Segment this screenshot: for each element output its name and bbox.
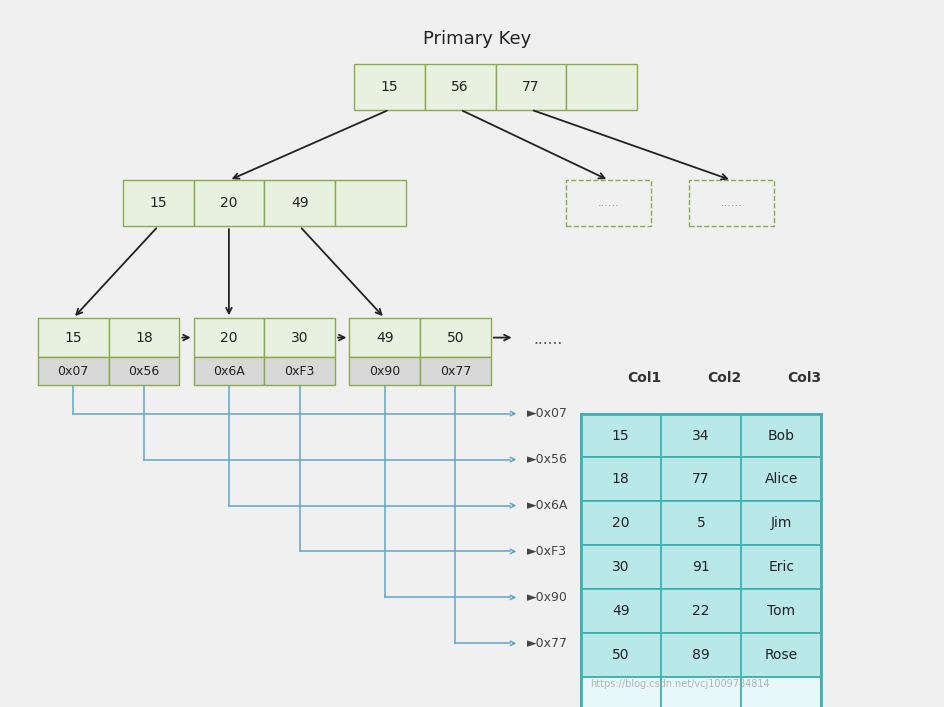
Text: 91: 91	[692, 560, 710, 574]
Text: 0x07: 0x07	[58, 365, 89, 378]
Bar	[581, 414, 821, 457]
Text: 0x90: 0x90	[369, 365, 400, 378]
Text: ►0x77: ►0x77	[527, 637, 567, 650]
Text: ►0xF3: ►0xF3	[527, 545, 566, 558]
Bar	[38, 318, 109, 357]
Text: 5: 5	[697, 516, 705, 530]
Bar	[496, 64, 566, 110]
Text: 0x56: 0x56	[128, 365, 160, 378]
Bar	[581, 414, 821, 707]
Bar	[264, 180, 335, 226]
Text: ►0x90: ►0x90	[527, 591, 567, 604]
Text: 30: 30	[612, 560, 630, 574]
Bar	[566, 64, 637, 110]
Bar	[581, 633, 821, 677]
Text: 30: 30	[291, 331, 309, 344]
Bar	[349, 318, 420, 357]
Text: ......: ......	[720, 198, 743, 209]
Text: 20: 20	[220, 197, 238, 210]
Bar	[264, 318, 335, 357]
Bar	[349, 357, 420, 385]
Text: 0x6A: 0x6A	[213, 365, 244, 378]
Text: 50: 50	[447, 331, 464, 344]
Text: ►0x6A: ►0x6A	[527, 499, 568, 512]
Text: 0x77: 0x77	[440, 365, 471, 378]
Bar	[425, 64, 496, 110]
Bar	[581, 457, 821, 501]
Text: 15: 15	[380, 80, 398, 93]
Text: Alice: Alice	[765, 472, 798, 486]
Bar	[420, 357, 491, 385]
Bar	[194, 318, 264, 357]
Bar	[123, 180, 194, 226]
Text: Col1: Col1	[627, 371, 662, 385]
Text: https://blog.csdn.net/vcj1009784814: https://blog.csdn.net/vcj1009784814	[590, 679, 769, 689]
Text: 20: 20	[220, 331, 238, 344]
Text: 15: 15	[612, 428, 630, 443]
Text: ......: ......	[598, 198, 620, 209]
Text: Eric: Eric	[768, 560, 794, 574]
Text: 15: 15	[64, 331, 82, 344]
Text: Col3: Col3	[787, 371, 822, 385]
Bar	[420, 318, 491, 357]
Text: Col2: Col2	[707, 371, 742, 385]
Text: 49: 49	[612, 604, 630, 618]
Text: Jim: Jim	[770, 516, 792, 530]
Bar	[264, 357, 335, 385]
Bar	[354, 64, 425, 110]
Text: ►0x07: ►0x07	[527, 407, 567, 420]
Text: 50: 50	[612, 648, 630, 662]
Bar	[581, 501, 821, 545]
Bar	[581, 545, 821, 589]
Bar	[566, 180, 651, 226]
Text: 15: 15	[149, 197, 167, 210]
Text: 49: 49	[376, 331, 394, 344]
Text: 0xF3: 0xF3	[284, 365, 315, 378]
Text: Tom: Tom	[767, 604, 795, 618]
Text: Primary Key: Primary Key	[423, 30, 531, 48]
Bar	[581, 589, 821, 633]
Bar	[38, 357, 109, 385]
Bar	[689, 180, 774, 226]
Text: ►0x56: ►0x56	[527, 453, 567, 466]
Text: 20: 20	[612, 516, 630, 530]
Bar	[581, 677, 821, 707]
Text: 34: 34	[692, 428, 710, 443]
Bar	[335, 180, 406, 226]
Text: 77: 77	[522, 80, 540, 93]
Text: ......: ......	[533, 332, 563, 347]
Bar	[109, 357, 179, 385]
Bar	[194, 180, 264, 226]
Text: Rose: Rose	[765, 648, 798, 662]
Text: 18: 18	[612, 472, 630, 486]
Text: 56: 56	[451, 80, 469, 93]
Text: 18: 18	[135, 331, 153, 344]
Bar	[109, 318, 179, 357]
Text: 77: 77	[692, 472, 710, 486]
Text: 22: 22	[692, 604, 710, 618]
Text: 89: 89	[692, 648, 710, 662]
Text: 49: 49	[291, 197, 309, 210]
Text: Bob: Bob	[767, 428, 795, 443]
Bar	[194, 357, 264, 385]
